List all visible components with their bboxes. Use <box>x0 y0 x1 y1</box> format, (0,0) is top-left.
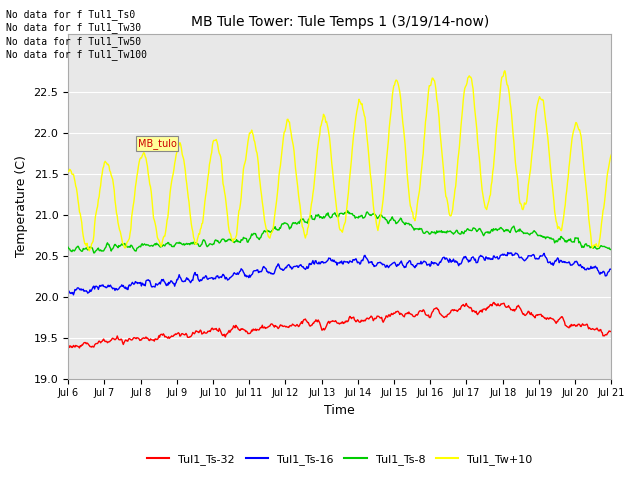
Legend: Tul1_Ts-32, Tul1_Ts-16, Tul1_Ts-8, Tul1_Tw+10: Tul1_Ts-32, Tul1_Ts-16, Tul1_Ts-8, Tul1_… <box>142 450 537 469</box>
Text: MB_tulo: MB_tulo <box>138 138 177 149</box>
Text: No data for f Tul1_Tw50: No data for f Tul1_Tw50 <box>6 36 141 47</box>
Y-axis label: Temperature (C): Temperature (C) <box>15 156 28 257</box>
X-axis label: Time: Time <box>324 404 355 417</box>
Title: MB Tule Tower: Tule Temps 1 (3/19/14-now): MB Tule Tower: Tule Temps 1 (3/19/14-now… <box>191 15 489 29</box>
Text: No data for f Tul1_Tw100: No data for f Tul1_Tw100 <box>6 49 147 60</box>
Text: No data for f Tul1_Ts0: No data for f Tul1_Ts0 <box>6 9 136 20</box>
Text: No data for f Tul1_Tw30: No data for f Tul1_Tw30 <box>6 22 141 33</box>
